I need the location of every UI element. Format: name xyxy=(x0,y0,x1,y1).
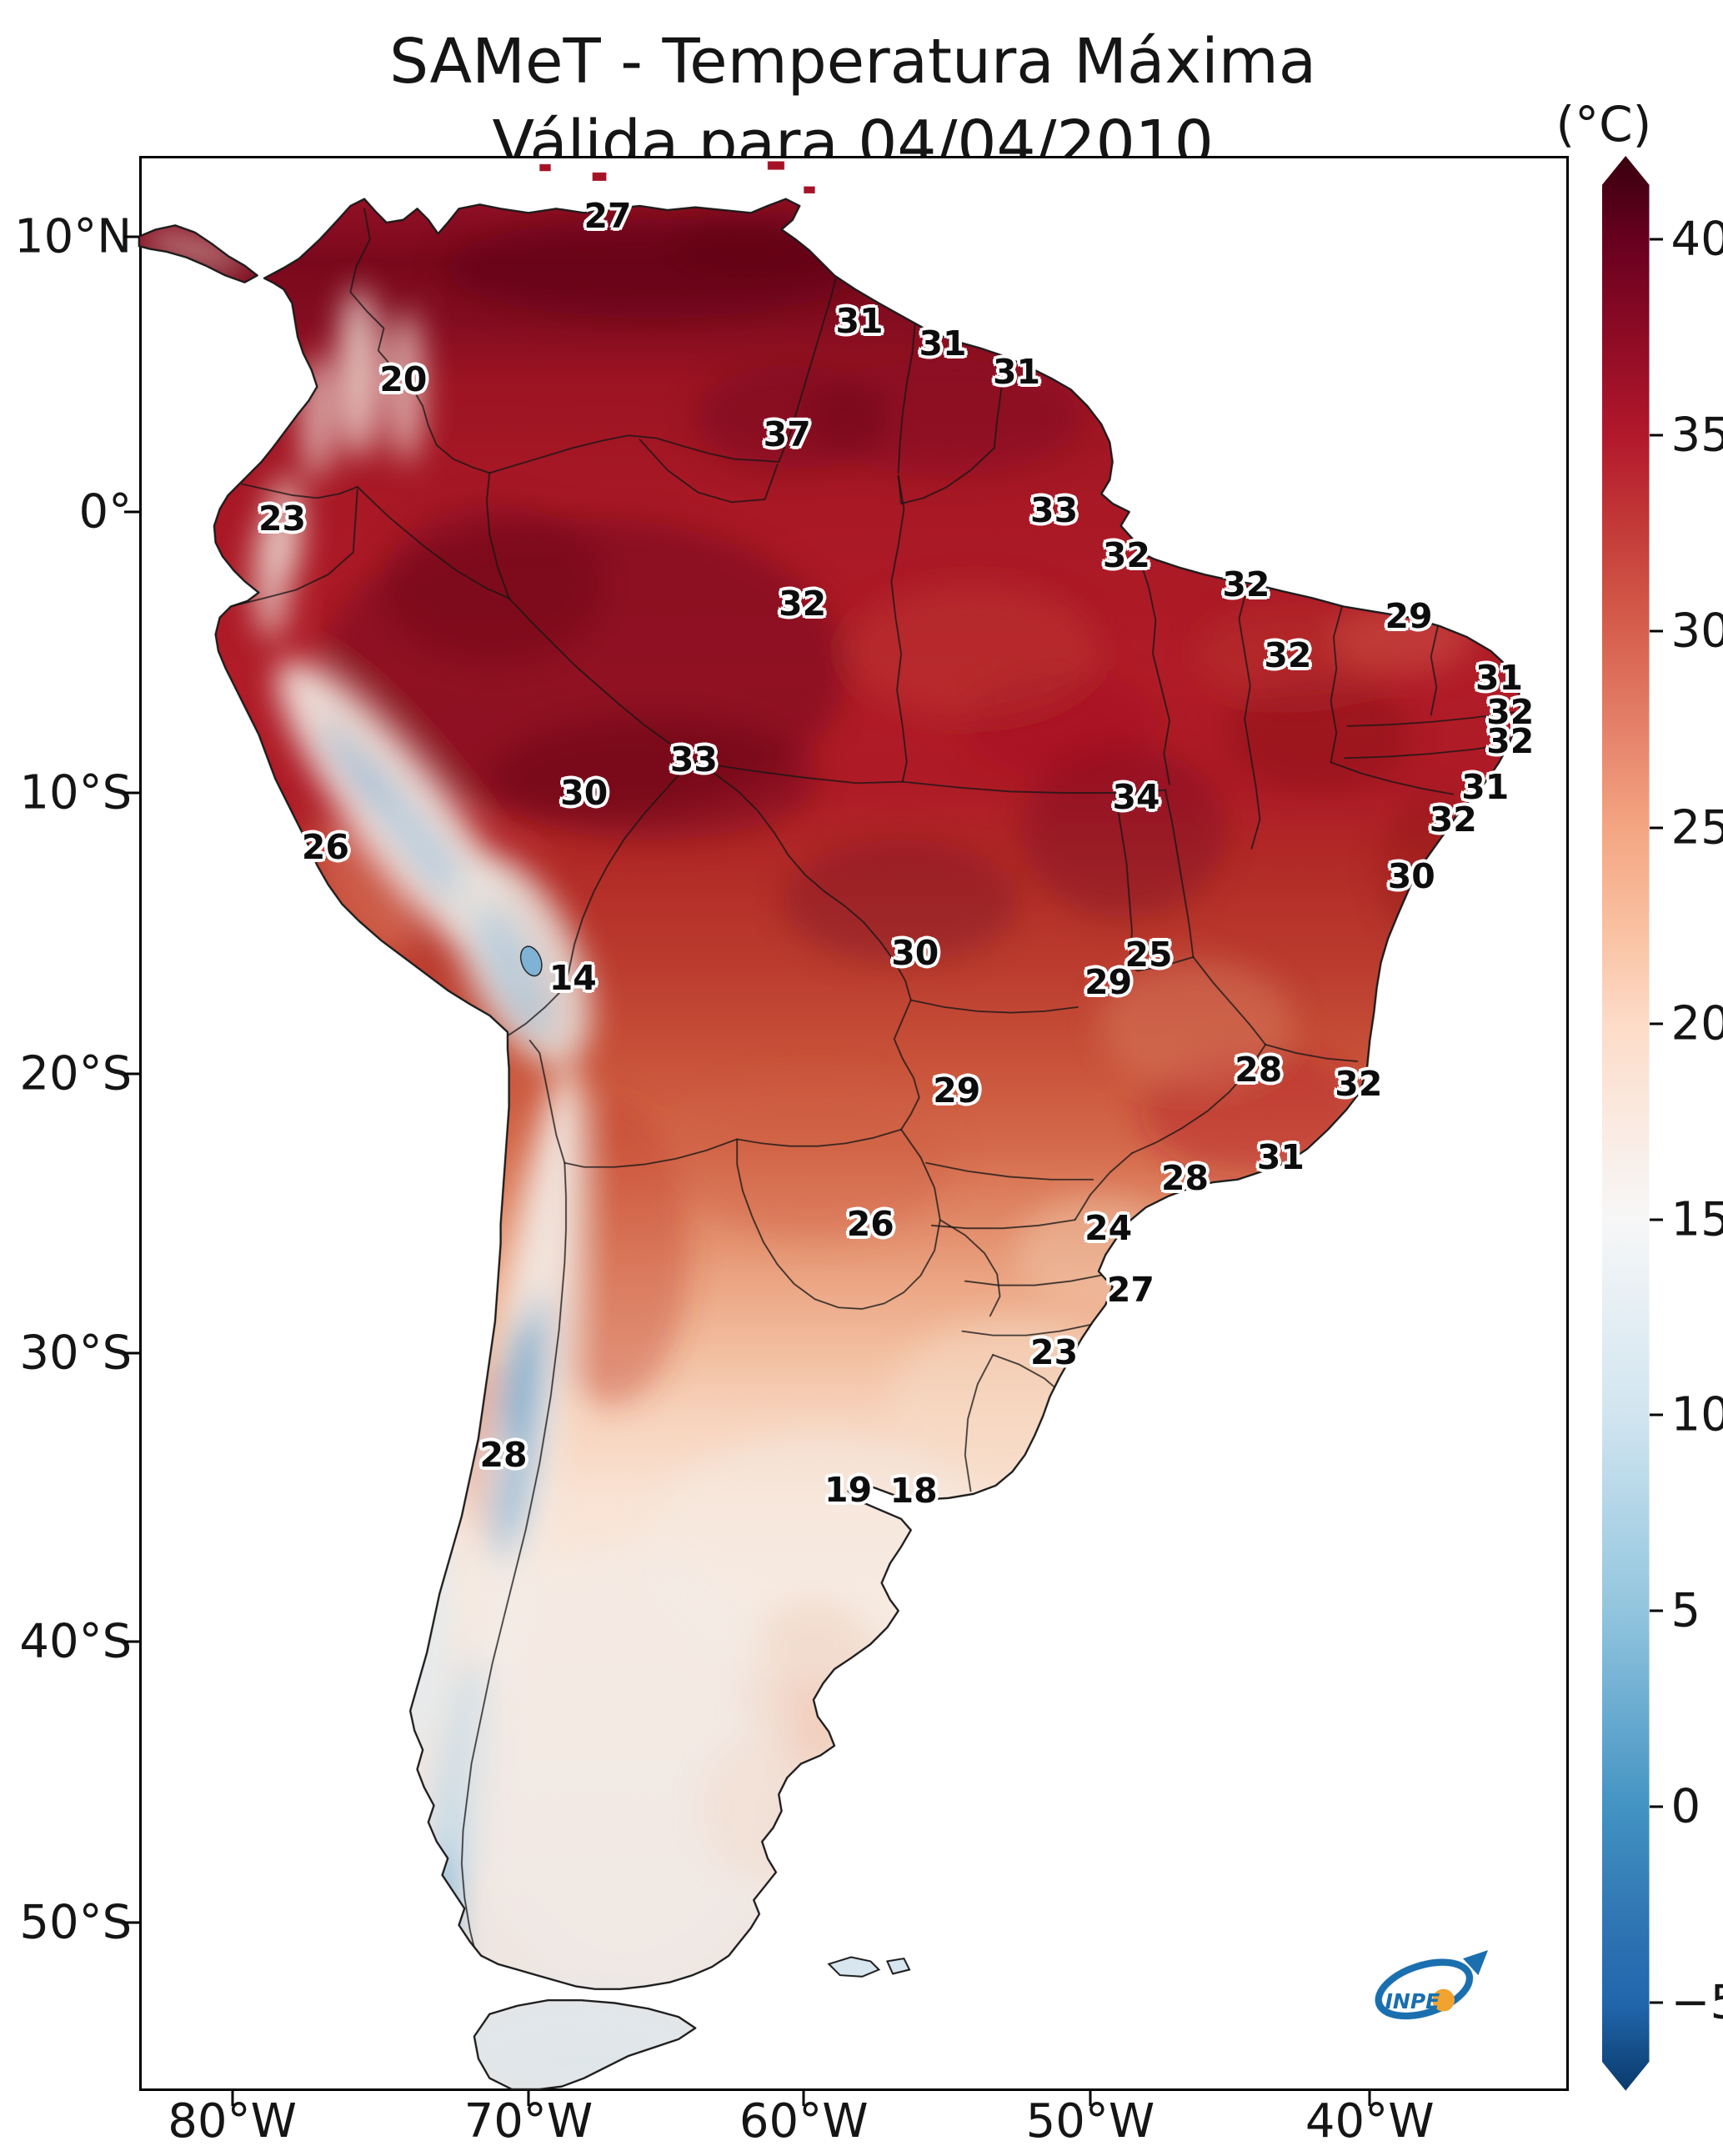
station-temperature-label: 30 xyxy=(891,932,939,973)
station-temperature-label: 31 xyxy=(1475,657,1524,698)
lat-tickmark xyxy=(123,1921,139,1924)
colorbar-tick-label: 5 xyxy=(1670,1583,1701,1638)
colorbar-tick-label: 25 xyxy=(1670,800,1723,855)
station-temperature-label: 31 xyxy=(1256,1137,1305,1178)
colorbar-tick-label: 35 xyxy=(1670,408,1723,463)
lat-tickmark xyxy=(123,1351,139,1355)
logo-orange-dot-icon xyxy=(1432,1988,1455,2012)
colorbar-tick-label: 0 xyxy=(1670,1779,1701,1834)
station-temperature-label: 32 xyxy=(779,584,827,624)
colorbar-tickmark xyxy=(1649,1218,1663,1221)
station-temperature-label: 27 xyxy=(584,195,632,236)
station-temperature-label: 28 xyxy=(1235,1049,1283,1090)
station-temperature-label: 14 xyxy=(548,957,597,998)
colorbar-tickmark xyxy=(1649,1413,1663,1416)
station-temperature-label: 30 xyxy=(1387,856,1435,897)
station-temperature-label: 28 xyxy=(1160,1158,1209,1199)
colorbar-tick-label: 10 xyxy=(1670,1387,1723,1442)
inpe-logo: INPE xyxy=(1375,1950,1489,2020)
colorbar-tickmark xyxy=(1649,238,1663,241)
country-borders xyxy=(230,208,1515,1960)
station-temperature-label: 28 xyxy=(479,1435,528,1476)
station-temperature-label: 32 xyxy=(1264,634,1312,675)
lat-tick-label: 10°S xyxy=(19,765,133,820)
colorbar-unit-label: (°C) xyxy=(1555,96,1652,153)
lat-tick-label: 10°N xyxy=(13,209,133,264)
station-temperature-label: 29 xyxy=(1385,596,1433,637)
lat-tickmark xyxy=(123,1640,139,1643)
colorbar-tickmark xyxy=(1649,629,1663,633)
station-temperature-label: 25 xyxy=(1124,934,1173,975)
lat-tick-label: 20°S xyxy=(19,1046,133,1101)
colorbar-tick-label: 30 xyxy=(1670,604,1723,659)
title-line1: SAMeT - Temperatura Máxima xyxy=(389,26,1317,98)
lat-tick-label: 40°S xyxy=(19,1614,133,1669)
lon-tickmark xyxy=(527,2090,530,2106)
lat-tickmark xyxy=(123,1072,139,1075)
colorbar xyxy=(1601,155,1650,2091)
station-temperature-label: 32 xyxy=(1486,721,1535,762)
colorbar-tickmark xyxy=(1649,1805,1663,1808)
station-temperature-label: 23 xyxy=(1030,1331,1079,1372)
station-temperature-label: 20 xyxy=(379,359,428,400)
lat-tickmark xyxy=(123,235,139,238)
station-temperature-label: 19 xyxy=(824,1469,873,1510)
station-temperature-label: 27 xyxy=(1106,1269,1155,1310)
lat-tickmark xyxy=(123,510,139,514)
lon-tickmark xyxy=(231,2090,234,2106)
colorbar-tick-label: 40 xyxy=(1670,212,1723,267)
station-temperature-label: 31 xyxy=(835,301,884,342)
station-temperature-label: 31 xyxy=(919,323,967,364)
station-temperature-label: 37 xyxy=(763,414,811,454)
station-temperature-label: 23 xyxy=(258,499,307,539)
station-temperature-label: 29 xyxy=(933,1070,981,1111)
station-temperature-label: 26 xyxy=(846,1204,894,1245)
lat-tick-label: 0° xyxy=(78,484,133,539)
islands xyxy=(539,161,911,1978)
lon-tickmark xyxy=(802,2090,805,2106)
colorbar-tickmark xyxy=(1649,2001,1663,2004)
station-temperature-label: 34 xyxy=(1112,777,1160,818)
station-temperature-label: 26 xyxy=(301,827,349,868)
lon-tickmark xyxy=(1368,2090,1371,2106)
colorbar-tickmark xyxy=(1649,434,1663,437)
station-temperature-label: 29 xyxy=(1084,961,1133,1002)
lat-tick-label: 30°S xyxy=(19,1326,133,1381)
station-temperature-label: 32 xyxy=(1486,692,1535,733)
station-temperature-label: 32 xyxy=(1335,1063,1383,1104)
station-temperature-label: 18 xyxy=(889,1471,938,1512)
chart-title: SAMeT - Temperatura Máxima Válida para 0… xyxy=(138,22,1568,184)
colorbar-tick-label: 15 xyxy=(1670,1192,1723,1247)
station-temperature-label: 32 xyxy=(1102,534,1150,575)
colorbar-tick-label: 20 xyxy=(1670,996,1723,1051)
station-temperature-label: 31 xyxy=(1461,767,1510,808)
colorbar-tickmark xyxy=(1649,826,1663,830)
caribbean-islets xyxy=(539,161,815,193)
station-temperature-label: 32 xyxy=(1429,799,1477,840)
colorbar-tickmark xyxy=(1649,1609,1663,1612)
logo-text: INPE xyxy=(1385,1989,1440,2013)
logo-arrow-icon xyxy=(1463,1950,1489,1976)
station-temperature-label: 33 xyxy=(669,740,718,780)
colorbar-tickmark xyxy=(1649,1022,1663,1025)
coastline xyxy=(138,198,1521,2091)
lake-titicaca xyxy=(519,945,543,977)
lat-tickmark xyxy=(123,791,139,795)
station-temperature-label: 32 xyxy=(1222,564,1270,604)
station-temperature-label: 30 xyxy=(560,772,609,813)
lat-tick-label: 50°S xyxy=(19,1895,133,1950)
colorbar-tick-label: −5 xyxy=(1670,1975,1723,2030)
lon-tickmark xyxy=(1089,2090,1092,2106)
station-temperature-label: 33 xyxy=(1030,490,1079,531)
station-temperature-label: 31 xyxy=(992,351,1041,392)
station-temperature-label: 24 xyxy=(1084,1208,1133,1249)
